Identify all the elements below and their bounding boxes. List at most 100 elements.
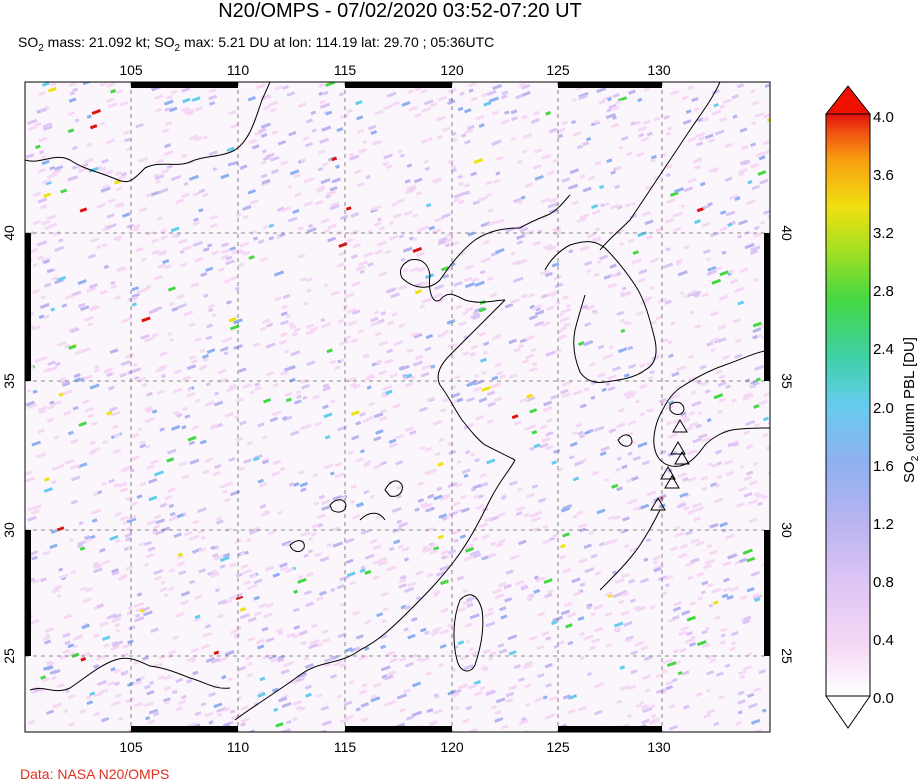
so2-pixel	[162, 259, 170, 265]
so2-pixel	[433, 292, 443, 299]
so2-pixel	[189, 355, 197, 361]
so2-pixel	[472, 537, 479, 542]
so2-pixel	[473, 379, 484, 386]
so2-pixel	[401, 101, 411, 107]
so2-pixel	[402, 246, 413, 253]
so2-pixel	[520, 716, 527, 722]
so2-pixel	[470, 171, 478, 177]
so2-pixel	[95, 654, 107, 661]
so2-pixel	[132, 227, 140, 232]
so2-pixel	[562, 567, 572, 574]
so2-pixel	[688, 410, 696, 416]
so2-pixel	[714, 615, 722, 621]
so2-pixel	[370, 316, 379, 323]
so2-pixel	[189, 579, 196, 585]
so2-pixel	[102, 439, 109, 445]
so2-pixel	[194, 594, 203, 600]
so2-pixel	[441, 266, 449, 272]
so2-pixel	[88, 450, 96, 456]
so2-pixel	[680, 204, 686, 209]
so2-pixel	[133, 367, 142, 373]
so2-pixel	[338, 251, 346, 257]
so2-pixel	[396, 693, 408, 700]
so2-pixel	[299, 706, 306, 712]
so2-pixel	[646, 131, 653, 137]
so2-pixel	[29, 247, 38, 254]
so2-pixel	[424, 630, 430, 636]
so2-pixel	[760, 220, 766, 225]
so2-pixel	[239, 613, 250, 620]
so2-pixel	[466, 396, 475, 403]
so2-pixel	[76, 543, 84, 549]
so2-pixel	[280, 466, 286, 472]
so2-pixel	[339, 575, 350, 582]
so2-pixel	[639, 363, 646, 368]
so2-pixel	[640, 645, 649, 651]
so2-pixel	[330, 587, 336, 593]
so2-pixel	[472, 483, 482, 490]
so2-pixel	[186, 392, 196, 398]
so2-pixel	[411, 710, 423, 717]
so2-pixel	[49, 400, 55, 405]
so2-pixel	[79, 546, 86, 551]
so2-pixel	[440, 555, 447, 560]
so2-pixel	[424, 166, 431, 172]
so2-pixel	[294, 192, 302, 198]
so2-pixel	[257, 239, 265, 245]
lon-label-bottom: 120	[440, 739, 464, 755]
so2-pixel	[292, 700, 303, 706]
so2-pixel	[445, 237, 454, 243]
so2-pixel	[701, 292, 709, 298]
so2-pixel	[280, 319, 289, 326]
so2-pixel	[370, 696, 381, 703]
so2-pixel	[229, 275, 238, 281]
so2-pixel	[482, 350, 489, 355]
so2-pixel	[465, 190, 471, 196]
so2-pixel	[305, 329, 316, 336]
so2-pixel	[612, 515, 621, 521]
so2-pixel	[640, 503, 650, 510]
so2-pixel	[668, 353, 674, 359]
so2-pixel	[223, 351, 229, 356]
so2-pixel	[481, 92, 488, 98]
so2-pixel	[420, 88, 427, 94]
so2-pixel	[310, 532, 317, 537]
so2-pixel	[235, 212, 242, 218]
so2-pixel	[120, 360, 131, 367]
so2-pixel	[121, 212, 131, 218]
so2-pixel	[665, 685, 674, 691]
so2-pixel	[495, 155, 504, 161]
so2-pixel	[212, 470, 221, 477]
so2-pixel	[616, 699, 623, 705]
so2-pixel	[350, 410, 360, 416]
so2-pixel	[346, 237, 354, 243]
so2-pixel	[96, 245, 102, 250]
so2-pixel	[423, 159, 429, 164]
so2-pixel	[216, 712, 223, 717]
so2-pixel	[109, 348, 118, 354]
so2-pixel	[696, 571, 705, 578]
so2-pixel	[737, 690, 745, 696]
so2-pixel	[246, 440, 253, 446]
so2-pixel	[752, 686, 762, 693]
so2-pixel	[433, 693, 439, 698]
so2-pixel	[255, 83, 267, 90]
so2-pixel	[469, 352, 476, 357]
so2-pixel	[531, 361, 538, 367]
so2-pixel	[406, 715, 415, 721]
so2-pixel	[240, 705, 249, 711]
so2-pixel	[525, 334, 535, 341]
so2-pixel	[541, 630, 550, 637]
so2-pixel	[529, 424, 537, 430]
so2-pixel	[221, 242, 229, 248]
so2-pixel	[183, 310, 194, 317]
so2-pixel	[346, 307, 357, 314]
so2-pixel	[234, 286, 240, 291]
so2-pixel	[229, 490, 241, 497]
so2-pixel	[593, 272, 600, 278]
so2-pixel	[343, 700, 353, 707]
so2-pixel	[198, 547, 207, 553]
so2-pixel	[373, 221, 382, 227]
so2-pixel	[571, 200, 579, 206]
so2-pixel	[36, 240, 48, 247]
